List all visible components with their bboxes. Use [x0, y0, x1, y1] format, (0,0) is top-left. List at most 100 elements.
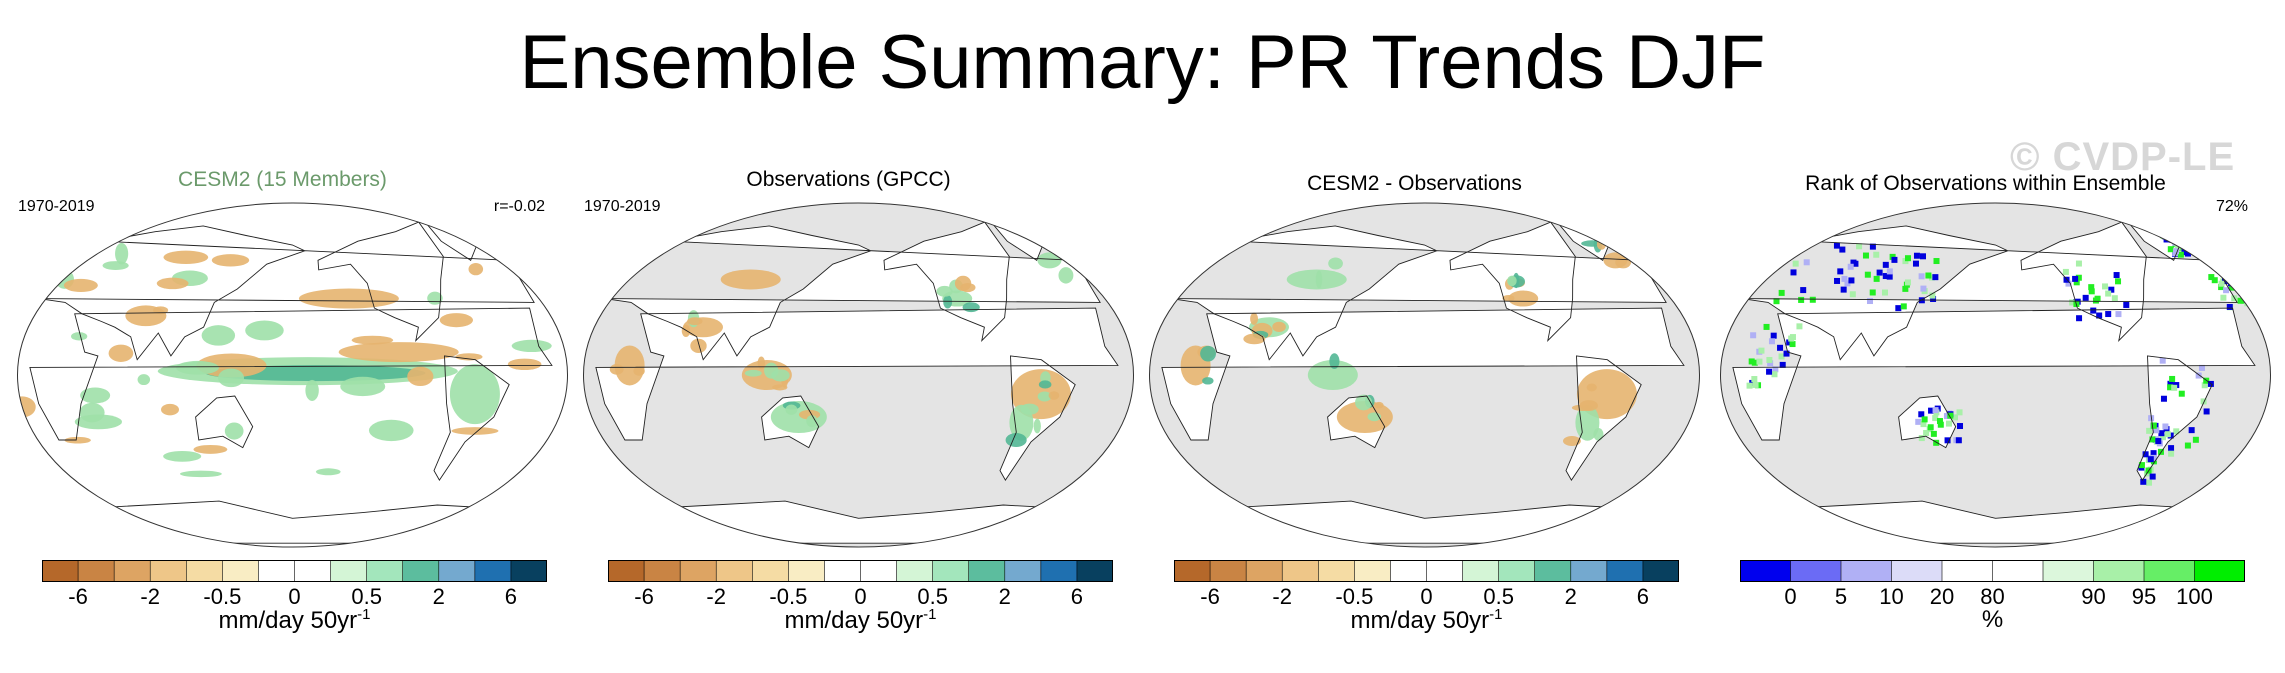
- rank-cell: [2181, 249, 2188, 256]
- colorbar-label: mm/day 50yr-1: [784, 606, 937, 634]
- trend-patch: [1307, 360, 1358, 390]
- land-africa: [1732, 308, 2255, 440]
- colorbar-swatch: [258, 560, 295, 582]
- colorbar-swatch: [330, 560, 368, 582]
- rank-cell: [1778, 353, 1785, 360]
- trend-patch: [455, 353, 483, 361]
- rank-cell: [1925, 272, 1932, 279]
- rank-cell: [1881, 289, 1888, 296]
- rank-cell: [1789, 334, 1796, 341]
- trend-patch: [179, 470, 222, 478]
- coastline-africa: [1732, 307, 2256, 441]
- trend-patch: [315, 468, 341, 476]
- colorbar-tick-label: 20: [1930, 584, 1954, 608]
- rank-cell: [1850, 259, 1857, 266]
- trend-patch: [1058, 267, 1074, 284]
- globe-outline: [583, 202, 1134, 548]
- coastline-antarctica: [643, 500, 1073, 544]
- trend-patch: [681, 324, 691, 338]
- colorbar-swatch: [402, 560, 440, 582]
- rank-cell: [2227, 277, 2234, 284]
- panel-title: Rank of Observations within Ensemble: [1805, 172, 2166, 195]
- trend-patch: [1315, 270, 1323, 289]
- map-difference: [1149, 202, 1700, 548]
- rank-cell: [2192, 436, 2199, 443]
- trend-patch: [962, 302, 980, 313]
- trend-patch: [1020, 403, 1039, 415]
- coastline-antarctica: [1209, 500, 1639, 544]
- colorbar-swatch: [186, 560, 223, 582]
- rank-cell: [2111, 295, 2118, 302]
- rank-cell: [1771, 371, 1778, 378]
- trend-patch: [1374, 401, 1384, 409]
- trend-patch: [163, 250, 209, 265]
- colorbar-tick-label: -6: [634, 584, 654, 608]
- rank-cell: [2168, 445, 2175, 452]
- rank-cell: [2147, 456, 2154, 463]
- rank-cell: [2123, 301, 2130, 308]
- rank-cell: [1792, 260, 1799, 267]
- rank-cell: [2242, 287, 2249, 294]
- rank-cell: [2115, 311, 2122, 318]
- rank-cell: [1809, 296, 1816, 303]
- rank-cell: [2234, 278, 2241, 285]
- rank-cell: [2195, 372, 2202, 379]
- colorbar-swatch: [294, 560, 332, 582]
- rank-cell: [1951, 414, 1958, 421]
- trend-patch: [943, 295, 953, 309]
- coastline-northAmerica: [883, 221, 1010, 342]
- colorbar-swatch: [1210, 560, 1247, 582]
- trend-blob: [298, 288, 399, 309]
- rank-cell: [1915, 418, 1922, 425]
- rank-cell: [2076, 315, 2083, 322]
- rank-cell: [1779, 361, 1786, 368]
- rank-cell: [1847, 263, 1854, 270]
- colorbar-swatch: [1992, 560, 2044, 582]
- land-europeAsia: [1741, 225, 2238, 360]
- map-observations-trend: [583, 202, 1134, 548]
- rank-cell: [2088, 288, 2095, 295]
- rank-cell: [2073, 279, 2080, 286]
- trend-patch: [137, 374, 151, 386]
- trend-patch: [115, 242, 129, 265]
- rank-cell: [1920, 421, 1927, 428]
- rank-cell: [2218, 280, 2225, 287]
- trend-patch: [1575, 404, 1600, 441]
- colorbar-swatch: [2194, 560, 2246, 582]
- rank-cell: [1886, 268, 1893, 275]
- colorbar-swatch: [752, 560, 789, 582]
- colorbar-tick-label: 6: [505, 584, 517, 608]
- colorbar-swatch: [1891, 560, 1943, 582]
- trend-blob: [338, 342, 459, 363]
- rank-cell: [2075, 274, 2082, 281]
- rank-cell: [2065, 280, 2072, 287]
- rank-cell: [2171, 236, 2178, 243]
- colorbar-swatch: [222, 560, 259, 582]
- trend-patch: [806, 415, 818, 428]
- trend-patch: [1250, 312, 1259, 325]
- colorbar-swatch: [114, 560, 151, 582]
- rank-cell: [1930, 295, 1937, 302]
- rank-cell: [2178, 390, 2185, 397]
- colorbar-swatch: [788, 560, 825, 582]
- trend-patch: [340, 376, 386, 397]
- rank-cell: [1848, 277, 1855, 284]
- colorbar-swatch: [1462, 560, 1500, 582]
- rank-cell: [2063, 276, 2070, 283]
- colorbar-swatch: [1174, 560, 1211, 582]
- rank-cell: [1869, 289, 1876, 296]
- trend-patch: [720, 269, 781, 290]
- trend-patch: [71, 332, 88, 341]
- colorbar-observations: -6 -2 -0.5 0 0.5 2 6 mm/day 50yr-1: [608, 560, 1114, 660]
- rank-cell: [1913, 252, 1920, 259]
- colorbar-tick-label: -0.5: [1335, 584, 1373, 608]
- rank-cell: [1943, 413, 1950, 420]
- coastline-australia: [1898, 395, 1957, 449]
- colorbar-swatch: [1942, 560, 1993, 582]
- trend-patch: [1579, 400, 1598, 411]
- rank-cell: [2237, 283, 2244, 290]
- rank-cell: [2146, 479, 2153, 486]
- rank-cell: [1904, 279, 1911, 286]
- land-europeAsia: [1170, 225, 1667, 360]
- rank-cell: [2198, 364, 2205, 371]
